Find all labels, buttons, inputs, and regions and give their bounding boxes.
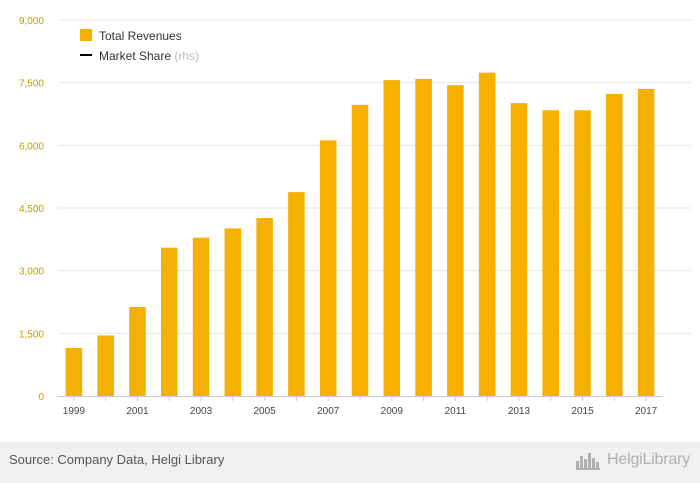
x-tick-label-1999: 1999 (63, 406, 86, 417)
bar-1999[interactable] (65, 347, 83, 396)
brand-logo[interactable]: HelgiLibrary (576, 450, 690, 470)
x-tick-label-2003: 2003 (190, 406, 213, 417)
brand-name: HelgiLibrary (607, 451, 690, 468)
bar-2001[interactable] (129, 307, 146, 396)
x-tick-label-2005: 2005 (254, 406, 277, 417)
y-tick-label-6000: 6,000 (19, 141, 44, 152)
x-tick-label-2007: 2007 (317, 406, 340, 417)
y-axis: 0 1,500 3,000 4,500 6,000 7,500 9,000 (19, 16, 44, 403)
grid-lines (58, 19, 692, 334)
bar-series (65, 72, 655, 397)
legend-label-total-revenues: Total Revenues (99, 29, 182, 43)
bar-2004[interactable] (224, 228, 242, 396)
y-tick-label-0: 0 (38, 392, 44, 403)
legend-swatch-total-revenues (80, 29, 92, 41)
y-tick-label-7500: 7,500 (19, 79, 44, 90)
bar-2014[interactable] (542, 110, 560, 397)
legend-label-market-share: Market Share (rhs) (99, 49, 199, 63)
bar-2003[interactable] (192, 237, 210, 396)
legend-suffix-rhs: (rhs) (174, 49, 199, 63)
y-tick-label-1500: 1,500 (19, 329, 44, 340)
bar-2006[interactable] (288, 192, 305, 396)
legend-item-market-share[interactable]: Market Share (rhs) (80, 49, 199, 63)
legend-item-total-revenues[interactable]: Total Revenues (80, 29, 182, 43)
x-tick-label-2001: 2001 (126, 406, 149, 417)
x-tick-label-2017: 2017 (635, 406, 658, 417)
bar-2002[interactable] (160, 247, 178, 396)
bar-2015[interactable] (574, 110, 591, 397)
revenue-chart: 0 1,500 3,000 4,500 6,000 7,500 9,000 1999 2001… (19, 16, 692, 417)
y-tick-label-9000: 9,000 (19, 16, 44, 27)
bar-2010[interactable] (415, 78, 432, 396)
bar-2008[interactable] (351, 104, 369, 396)
x-tick-label-2011: 2011 (445, 406, 467, 417)
city-skyline-icon (576, 453, 601, 470)
bar-2016[interactable] (606, 93, 623, 397)
x-tick-label-2009: 2009 (381, 406, 404, 417)
source-text: Source: Company Data, Helgi Library (9, 452, 225, 467)
x-tick-label-2013: 2013 (508, 406, 531, 417)
bar-2005[interactable] (256, 218, 273, 396)
x-tick-label-2015: 2015 (571, 406, 594, 417)
legend[interactable]: Total Revenues Market Share (rhs) (80, 29, 199, 63)
y-tick-label-4500: 4,500 (19, 204, 44, 215)
bar-2000[interactable] (97, 335, 114, 396)
bar-2009[interactable] (383, 80, 401, 396)
bar-2013[interactable] (510, 103, 528, 396)
y-tick-label-3000: 3,000 (19, 267, 44, 278)
bar-2007[interactable] (319, 140, 337, 396)
x-axis: 1999 2001 2003 2005 2007 2009 2011 2013 2015 2017 (58, 396, 662, 417)
bar-2017[interactable] (637, 88, 655, 396)
bar-2012[interactable] (478, 72, 496, 396)
bar-2011[interactable] (447, 85, 464, 396)
footer: Source: Company Data, Helgi Library Helg… (0, 442, 700, 483)
